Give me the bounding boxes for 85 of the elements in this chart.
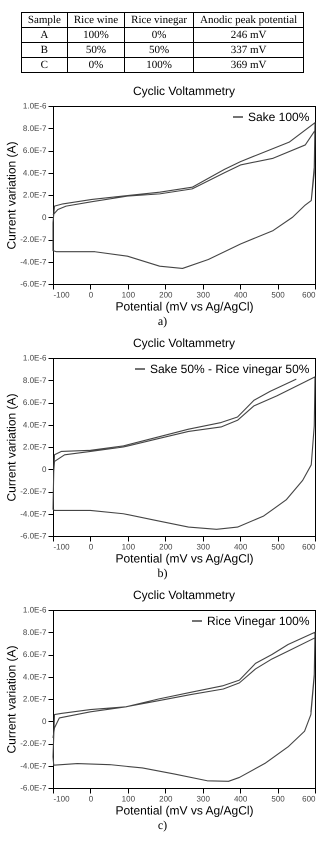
x-tick-label: 500 xyxy=(271,290,286,300)
text: Rice vinegar xyxy=(131,14,188,26)
x-tick-label: 600 xyxy=(302,290,316,300)
line-series xyxy=(52,632,316,782)
y-tick-label: -6.0E-7 xyxy=(20,532,48,540)
x-tick-label: 300 xyxy=(196,542,210,552)
y-tick-label: 0 xyxy=(42,716,48,726)
x-tick-label: 500 xyxy=(271,542,286,552)
text: 100% xyxy=(146,59,172,71)
y-tick-label: 2.0E-7 xyxy=(22,442,48,452)
y-tick-label: 2.0E-7 xyxy=(22,190,48,200)
y-tick-label: -4.0E-7 xyxy=(20,761,48,770)
y-tick-label: -6.0E-7 xyxy=(20,280,48,288)
chart-title: Cyclic Voltammetry xyxy=(132,588,236,602)
text: 50% xyxy=(86,44,106,56)
text: 50% xyxy=(148,44,170,56)
x-tick-label: 200 xyxy=(159,794,174,804)
text: Anodic peak potential xyxy=(200,14,298,26)
x-axis-title: Potential (mV vs Ag/AgCl) xyxy=(115,300,254,314)
text: 337 mV xyxy=(230,44,266,56)
text: A xyxy=(40,29,48,41)
text: B xyxy=(40,44,48,56)
x-tick-label: 200 xyxy=(159,290,174,300)
y-tick-label: -2.0E-7 xyxy=(20,739,48,748)
x-tick-label: 300 xyxy=(196,794,210,804)
text: Rice wine xyxy=(74,14,118,26)
x-tick-label: 100 xyxy=(122,542,136,552)
chart-title: Cyclic Voltammetry xyxy=(132,84,236,98)
text: Sample xyxy=(28,14,61,26)
line-series xyxy=(52,376,316,530)
x-tick-label: 400 xyxy=(234,794,248,804)
text: c) xyxy=(156,818,168,833)
y-tick-label: 2.0E-7 xyxy=(22,694,48,704)
x-tick-label: 0 xyxy=(88,542,94,552)
y-tick-label: 4.0E-7 xyxy=(22,672,48,682)
text: 369 mV xyxy=(230,59,266,71)
x-axis-title: Potential (mV vs Ag/AgCl) xyxy=(115,552,254,566)
y-tick-label: 4.0E-7 xyxy=(22,168,48,178)
text: 0% xyxy=(152,29,166,41)
legend-label: Rice Vinegar 100% xyxy=(207,614,310,628)
text: 0% xyxy=(88,59,104,71)
line-series xyxy=(52,122,316,269)
text: a) xyxy=(156,314,168,329)
legend-label: Sake 50% - Rice vinegar 50% xyxy=(150,362,310,376)
y-tick-label: -2.0E-7 xyxy=(20,487,48,496)
y-tick-label: 0 xyxy=(42,464,48,474)
x-tick-label: 100 xyxy=(122,290,136,300)
text: C xyxy=(40,59,48,71)
y-tick-label: 8.0E-7 xyxy=(22,124,48,133)
y-tick-label: -2.0E-7 xyxy=(20,235,48,244)
x-tick-label: 400 xyxy=(234,290,248,300)
x-tick-label: 0 xyxy=(88,794,94,804)
text: b) xyxy=(156,566,168,581)
y-tick-label: -4.0E-7 xyxy=(20,509,48,518)
y-tick-label: 8.0E-7 xyxy=(22,376,48,385)
y-tick-label: 4.0E-7 xyxy=(22,420,48,430)
legend-label: Sake 100% xyxy=(248,110,310,124)
y-tick-label: -6.0E-7 xyxy=(20,784,48,792)
y-tick-label: 6.0E-7 xyxy=(22,398,48,407)
y-tick-label: 6.0E-7 xyxy=(22,146,48,155)
y-axis-title: Current variation (A) xyxy=(4,645,18,754)
text: 246 mV xyxy=(230,29,266,41)
x-tick-label: -100 xyxy=(54,794,70,804)
x-tick-label: -100 xyxy=(54,290,70,300)
x-tick-label: 0 xyxy=(88,290,94,300)
x-axis-title: Potential (mV vs Ag/AgCl) xyxy=(115,804,254,818)
y-tick-label: 1.0E-6 xyxy=(22,354,48,362)
x-tick-label: 500 xyxy=(271,794,286,804)
x-tick-label: 600 xyxy=(302,794,316,804)
y-axis-title: Current variation (A) xyxy=(4,141,18,250)
y-tick-label: 0 xyxy=(42,212,48,222)
y-tick-label: 1.0E-6 xyxy=(22,606,48,614)
x-tick-label: 400 xyxy=(234,542,248,552)
x-tick-label: 200 xyxy=(159,542,174,552)
x-tick-label: 300 xyxy=(196,290,210,300)
y-axis-title: Current variation (A) xyxy=(4,393,18,502)
chart-title: Cyclic Voltammetry xyxy=(132,336,236,350)
text: 100% xyxy=(83,29,109,41)
y-tick-label: 1.0E-6 xyxy=(22,102,48,110)
y-tick-label: 6.0E-7 xyxy=(22,650,48,659)
x-tick-label: 600 xyxy=(302,542,316,552)
y-tick-label: -4.0E-7 xyxy=(20,257,48,266)
x-tick-label: -100 xyxy=(54,542,70,552)
y-tick-label: 8.0E-7 xyxy=(22,628,48,637)
x-tick-label: 100 xyxy=(122,794,136,804)
